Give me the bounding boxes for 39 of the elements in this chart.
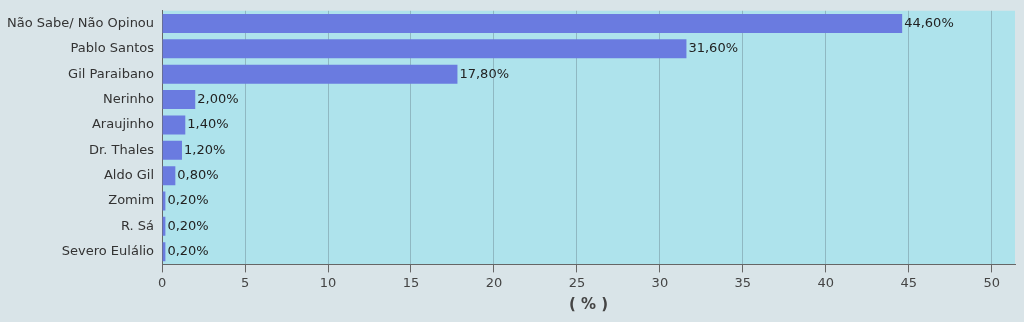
bar: [162, 39, 687, 59]
y-tick-label: Araujinho: [91, 116, 155, 132]
x-tick-label: 25: [568, 274, 586, 290]
data-label: 17,80%: [459, 65, 510, 81]
y-tick-label: Pablo Santos: [70, 40, 155, 56]
y-tick-label: Aldo Gil: [103, 167, 155, 183]
x-tick-label: 50: [983, 274, 1001, 290]
bar: [162, 140, 182, 160]
data-label: 1,20%: [183, 141, 226, 157]
bar: [162, 166, 176, 186]
x-tick-label: 35: [734, 274, 752, 290]
x-tick-label: 20: [485, 274, 503, 290]
data-label: 44,60%: [904, 14, 954, 30]
bar: [162, 64, 458, 84]
bar: [162, 13, 903, 33]
bar: [162, 115, 186, 135]
y-tick-label: Nerinho: [102, 90, 155, 106]
bar: [162, 90, 196, 110]
data-label: 1,40%: [187, 116, 229, 132]
x-tick-label: 30: [651, 274, 669, 290]
data-label: 0,20%: [167, 243, 209, 259]
x-tick-label: 0: [157, 274, 167, 290]
data-label: 0,20%: [167, 217, 209, 233]
x-axis-title: ( % ): [568, 294, 609, 313]
y-tick-label: Gil Paraibano: [68, 65, 155, 81]
y-tick-label: R. Sá: [121, 217, 155, 233]
x-tick-label: 40: [817, 274, 835, 290]
data-label: 2,00%: [197, 90, 239, 106]
y-tick-label: Não Sabe/ Não Opinou: [7, 14, 155, 30]
y-tick-label: Zomim: [108, 192, 155, 208]
data-label: 31,60%: [688, 40, 739, 56]
x-tick-label: 10: [319, 274, 337, 290]
y-tick-label: Dr. Thales: [89, 141, 155, 157]
x-tick-label: 45: [900, 274, 918, 290]
x-tick-label: 5: [240, 274, 250, 290]
data-label: 0,80%: [177, 167, 219, 183]
x-tick-label: 15: [402, 274, 420, 290]
y-tick-label: Severo Eulálio: [61, 243, 155, 259]
data-label: 0,20%: [167, 192, 209, 208]
